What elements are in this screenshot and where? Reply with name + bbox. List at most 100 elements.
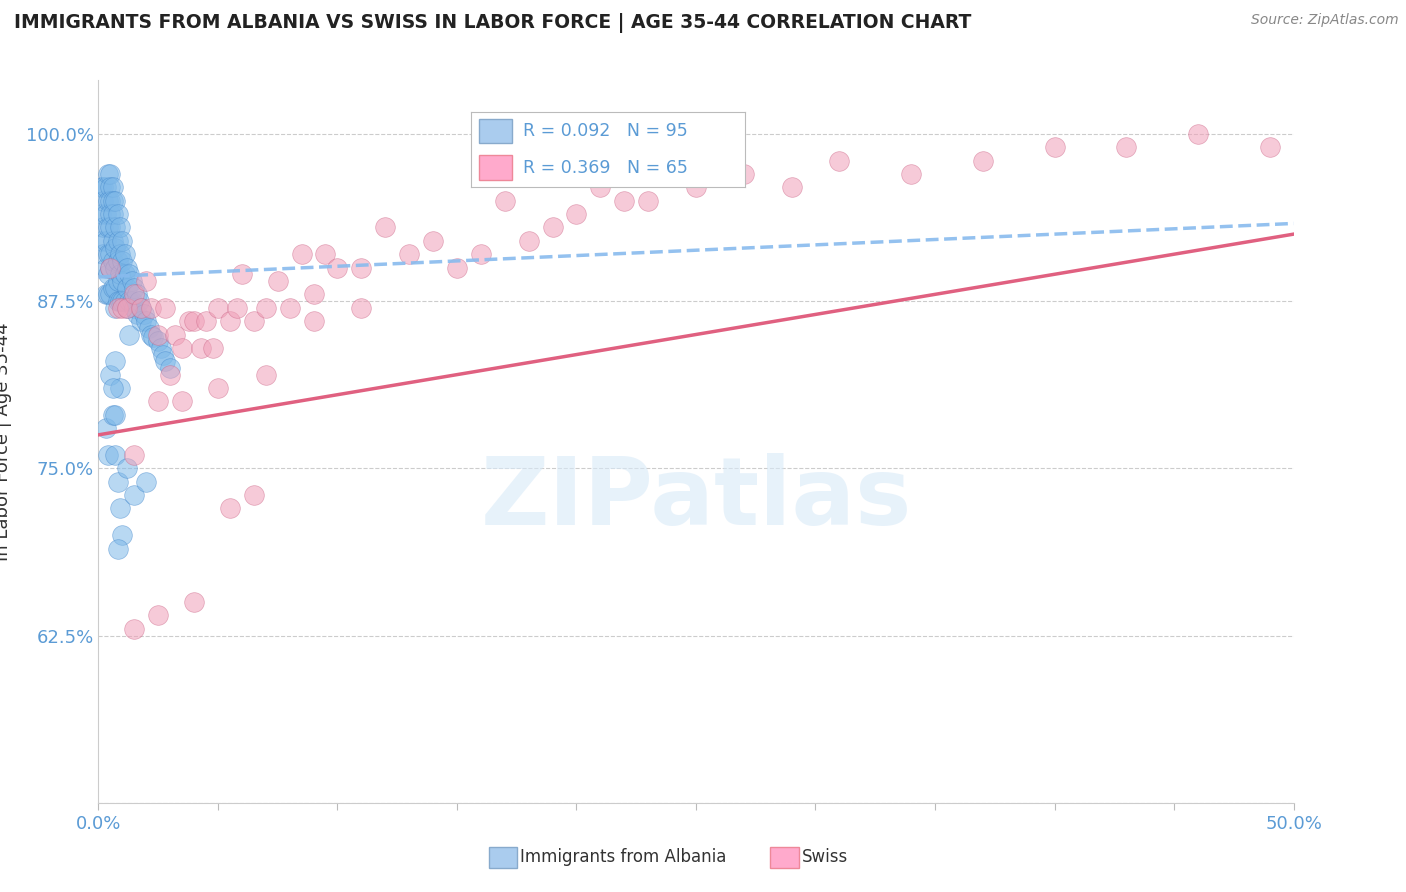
Text: IMMIGRANTS FROM ALBANIA VS SWISS IN LABOR FORCE | AGE 35-44 CORRELATION CHART: IMMIGRANTS FROM ALBANIA VS SWISS IN LABO…	[14, 13, 972, 33]
Point	[398, 247, 420, 261]
Point	[101, 234, 124, 248]
Point	[107, 234, 129, 248]
Point	[118, 268, 141, 282]
Point	[155, 354, 177, 368]
Point	[124, 301, 146, 315]
Point	[148, 334, 170, 349]
Point	[972, 153, 994, 168]
Point	[114, 294, 136, 309]
Point	[108, 247, 131, 261]
Point	[278, 301, 301, 315]
Point	[107, 541, 129, 556]
Point	[115, 301, 138, 315]
Point	[104, 408, 127, 422]
Point	[108, 381, 131, 395]
Point	[94, 207, 117, 221]
Point	[101, 180, 124, 194]
Point	[374, 220, 396, 235]
Point	[94, 260, 117, 275]
Text: R = 0.092   N = 95: R = 0.092 N = 95	[523, 122, 688, 140]
Text: Immigrants from Albania: Immigrants from Albania	[520, 848, 727, 866]
Point	[142, 330, 165, 344]
Point	[1115, 140, 1137, 154]
Point	[111, 274, 134, 288]
Point	[1258, 140, 1281, 154]
Point	[91, 180, 114, 194]
Point	[115, 260, 138, 275]
Point	[108, 220, 131, 235]
Point	[111, 301, 134, 315]
Point	[183, 314, 205, 328]
Point	[183, 595, 205, 609]
Point	[107, 301, 129, 315]
Point	[104, 260, 127, 275]
Point	[90, 234, 112, 248]
Point	[107, 274, 129, 288]
Point	[254, 368, 277, 382]
Point	[302, 314, 325, 328]
Point	[107, 475, 129, 489]
Point	[98, 167, 122, 181]
Point	[207, 381, 229, 395]
Point	[111, 294, 134, 309]
Point	[104, 354, 127, 368]
Point	[163, 327, 186, 342]
Point	[190, 341, 212, 355]
Point	[135, 274, 157, 288]
Point	[97, 268, 120, 282]
Point	[148, 394, 170, 409]
Point	[94, 234, 117, 248]
Text: R = 0.369   N = 65: R = 0.369 N = 65	[523, 159, 688, 177]
Point	[589, 180, 612, 194]
Point	[125, 287, 148, 301]
Point	[91, 247, 114, 261]
Point	[128, 294, 150, 309]
FancyBboxPatch shape	[479, 119, 512, 144]
Point	[101, 381, 124, 395]
Point	[637, 194, 659, 208]
Point	[900, 167, 922, 181]
Point	[124, 622, 146, 636]
Point	[104, 280, 127, 294]
Point	[541, 220, 564, 235]
Point	[104, 194, 127, 208]
Point	[124, 287, 146, 301]
Point	[422, 234, 444, 248]
Point	[138, 321, 160, 335]
Point	[101, 207, 124, 221]
Point	[118, 327, 141, 342]
Point	[226, 301, 249, 315]
Point	[115, 461, 138, 475]
Point	[149, 341, 172, 355]
Text: ZIPatlas: ZIPatlas	[481, 453, 911, 545]
Point	[111, 234, 134, 248]
Point	[118, 294, 141, 309]
Point	[350, 260, 373, 275]
FancyBboxPatch shape	[479, 155, 512, 179]
Point	[148, 327, 170, 342]
Point	[1187, 127, 1209, 141]
Point	[104, 448, 127, 462]
Point	[124, 448, 146, 462]
Point	[565, 207, 588, 221]
Point	[104, 301, 127, 315]
Point	[111, 253, 134, 268]
Point	[124, 488, 146, 502]
Point	[202, 341, 225, 355]
Point	[98, 260, 122, 275]
Point	[302, 287, 325, 301]
Point	[98, 180, 122, 194]
Point	[172, 394, 194, 409]
Point	[90, 180, 112, 194]
Point	[98, 194, 122, 208]
Point	[1043, 140, 1066, 154]
Point	[135, 475, 157, 489]
Point	[517, 234, 540, 248]
Point	[94, 421, 117, 435]
Point	[733, 167, 755, 181]
Point	[121, 274, 143, 288]
Point	[91, 194, 114, 208]
Point	[494, 194, 516, 208]
Y-axis label: In Labor Force | Age 35-44: In Labor Force | Age 35-44	[0, 322, 11, 561]
Point	[115, 301, 138, 315]
